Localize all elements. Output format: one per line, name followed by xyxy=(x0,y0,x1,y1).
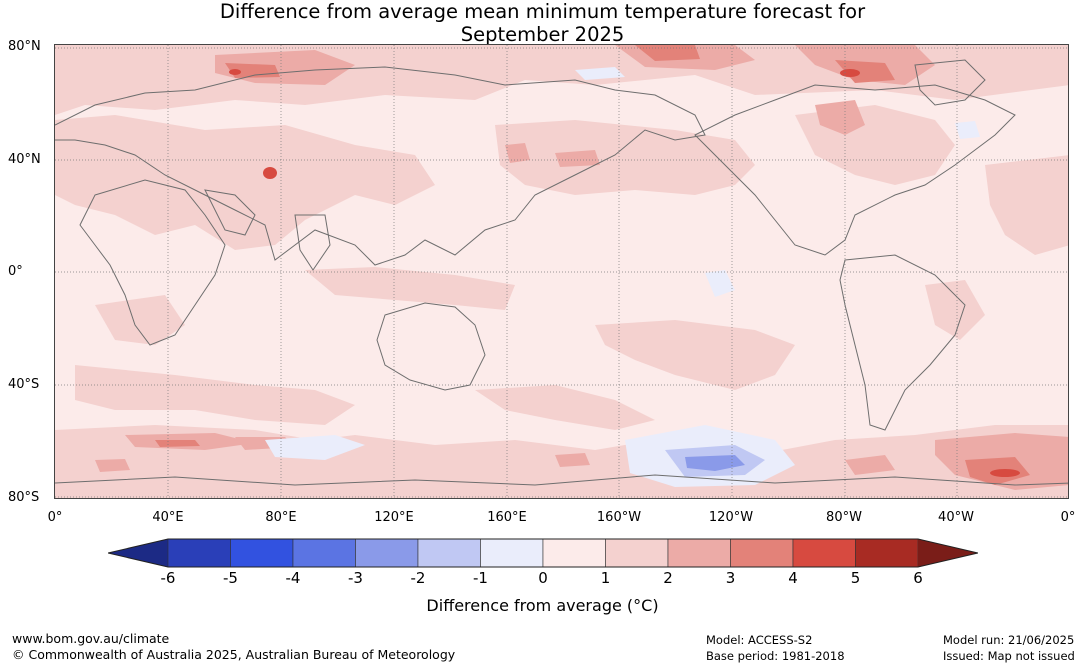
colorbar-tick-label: -5 xyxy=(223,569,238,587)
footer-model-info: Model: ACCESS-S2 Base period: 1981-2018 xyxy=(706,632,845,664)
colorbar-segment xyxy=(792,538,856,568)
colorbar-tick-label: -1 xyxy=(473,569,488,587)
colorbar-segment xyxy=(542,538,606,568)
colorbar xyxy=(108,538,978,568)
map-title-line2: September 2025 xyxy=(460,23,625,46)
lat-label-40s: 40°S xyxy=(8,377,40,392)
colorbar-tick-label: -4 xyxy=(285,569,301,587)
colorbar-tick-label: 4 xyxy=(788,569,798,587)
colorbar-extend-low xyxy=(108,539,168,567)
forecast-map xyxy=(54,44,1069,499)
lon-label-160e: 160°E xyxy=(487,510,527,525)
colorbar-segment xyxy=(480,538,544,568)
colorbar-label: Difference from average (°C) xyxy=(426,596,659,615)
colorbar-segment xyxy=(355,538,419,568)
lat-label-40n: 40°N xyxy=(8,152,41,167)
warm-anomaly-level-1 xyxy=(55,45,1068,498)
lon-label-120e: 120°E xyxy=(374,510,414,525)
colorbar-segment xyxy=(855,538,919,568)
colorbar-tick-label: -2 xyxy=(410,569,426,587)
colorbar-tick-label: 1 xyxy=(600,569,611,587)
colorbar-segment xyxy=(730,538,794,568)
colorbar-segment xyxy=(230,538,294,568)
footer-run-info: Model run: 21/06/2025 Issued: Map not is… xyxy=(943,632,1075,664)
colorbar-tick-label: 0 xyxy=(538,569,548,587)
lat-label-80s: 80°S xyxy=(8,490,40,505)
colorbar-segment xyxy=(667,538,731,568)
footer-model: Model: ACCESS-S2 xyxy=(706,633,813,647)
colorbar-segment xyxy=(605,538,669,568)
colorbar-segment xyxy=(417,538,481,568)
colorbar-extend-high xyxy=(918,539,978,567)
colorbar-segment xyxy=(167,538,231,568)
lon-label-40w: 40°W xyxy=(938,510,974,525)
lon-label-40e: 40°E xyxy=(152,510,184,525)
lat-label-80n: 80°N xyxy=(8,39,41,54)
footer-issued: Issued: Map not issued xyxy=(943,649,1075,663)
lat-label-equator: 0° xyxy=(8,264,23,279)
graticule xyxy=(55,45,1068,498)
map-title: Difference from average mean minimum tem… xyxy=(0,0,1085,46)
lon-label-0-east: 0° xyxy=(1060,510,1076,525)
lon-label-80e: 80°E xyxy=(265,510,297,525)
lon-label-80w: 80°W xyxy=(826,510,862,525)
colorbar-tick-label: -3 xyxy=(348,569,363,587)
colorbar-tick-label: -6 xyxy=(160,569,176,587)
lon-label-160w: 160°W xyxy=(596,510,642,525)
colorbar-segment xyxy=(292,538,356,568)
colorbar-tick-label: 3 xyxy=(725,569,736,587)
lon-label-120w: 120°W xyxy=(708,510,754,525)
footer-base-period: Base period: 1981-2018 xyxy=(706,649,845,663)
footer-left: www.bom.gov.au/climate © Commonwealth of… xyxy=(12,631,455,663)
footer-website: www.bom.gov.au/climate xyxy=(12,631,170,646)
footer-model-run: Model run: 21/06/2025 xyxy=(943,633,1075,647)
forecast-map-svg xyxy=(55,45,1068,498)
colorbar-tick-label: 5 xyxy=(850,569,861,587)
cool-anomaly-level-3 xyxy=(685,455,745,471)
colorbar-tick-label: 6 xyxy=(913,569,923,587)
map-title-line1: Difference from average mean minimum tem… xyxy=(219,0,866,23)
colorbar-tick-label: 2 xyxy=(663,569,673,587)
lon-label-0-west: 0° xyxy=(47,510,63,525)
colorbar-outline xyxy=(108,538,978,568)
footer-copyright: © Commonwealth of Australia 2025, Austra… xyxy=(12,647,456,662)
